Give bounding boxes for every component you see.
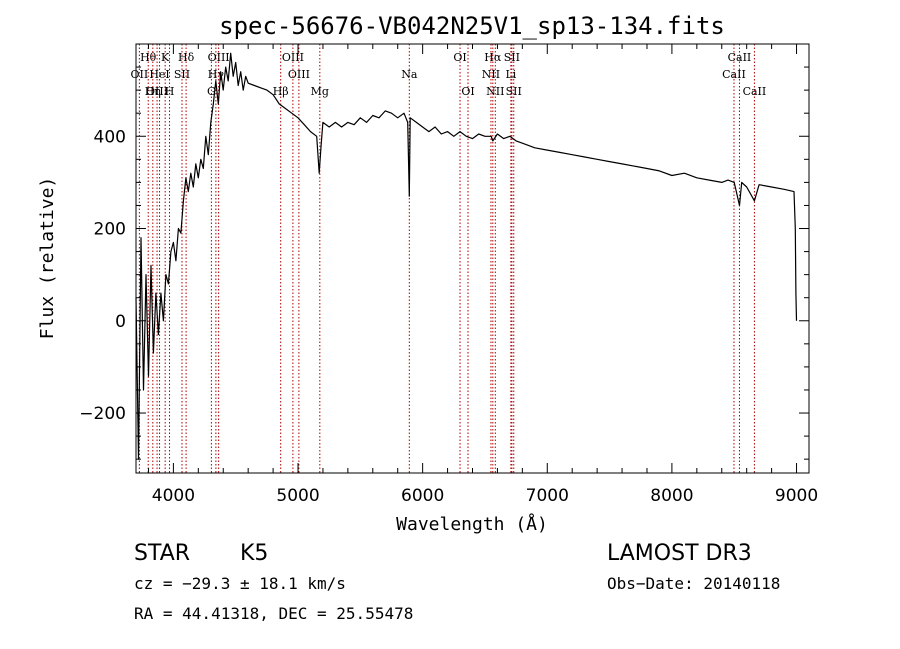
spectral-line-label: SII: [174, 68, 190, 81]
x-axis: 4000 5000 6000 7000 8000 9000: [147, 44, 818, 506]
spectral-line-label: CaII: [728, 51, 752, 64]
spectral-line-label: OIII: [208, 51, 230, 64]
x-tick-label: 8000: [650, 486, 693, 506]
y-tick-label: 0: [115, 312, 126, 332]
object-class: STAR: [134, 541, 190, 566]
spectral-line-label: G: [207, 85, 216, 98]
spectral-line-label: CaII: [743, 85, 767, 98]
y-axis: −200 0 200 400: [79, 43, 809, 460]
y-tick-label: 200: [94, 220, 126, 240]
spectral-line-label: CaII: [722, 68, 746, 81]
x-tick-label: 5000: [276, 486, 319, 506]
spectral-line-label: OI: [461, 85, 474, 98]
spectral-line-labels: HθOIIOIIIHηHeIKHSIIHδGOIIIHγHβOIIIOIIIMg…: [131, 51, 767, 98]
series-layer: [135, 52, 798, 460]
chart-title: spec-56676-VB042N25V1_sp13-134.fits: [219, 12, 725, 40]
spectral-line-label: SII: [506, 85, 522, 98]
x-tick-label: 9000: [775, 486, 818, 506]
spectral-line-label: Hβ: [273, 85, 289, 98]
spectral-line-label: Hθ: [140, 51, 157, 64]
spectral-line-label: Na: [401, 68, 418, 81]
survey-name: LAMOST DR3: [607, 541, 752, 566]
spectral-line-label: K: [161, 51, 170, 64]
spectral-line-label: Hα: [484, 51, 502, 64]
spectral-line-label: OIII: [146, 85, 168, 98]
plot-frame: [135, 43, 810, 474]
spectral-lines-layer: [138, 44, 755, 473]
y-tick-label: 400: [94, 127, 126, 147]
redshift-cz: cz = −29.3 ± 18.1 km/s: [134, 574, 346, 593]
observation-date: Obs−Date: 20140118: [607, 574, 780, 593]
spectral-line-label: Hδ: [178, 51, 195, 64]
spectral-line-label: OI: [453, 51, 466, 64]
object-subclass: K5: [240, 541, 268, 566]
y-axis-label: Flux (relative): [37, 177, 58, 340]
y-tick-label: −200: [79, 404, 126, 424]
spectral-line-label: NII: [482, 68, 500, 81]
x-tick-label: 4000: [152, 486, 195, 506]
spectrum-line: [135, 52, 798, 460]
x-axis-label: Wavelength (Å): [396, 513, 548, 535]
spectral-line-label: SII: [504, 51, 520, 64]
spectral-line-label: OIII: [288, 68, 310, 81]
ra-dec: RA = 44.41318, DEC = 25.55478: [134, 604, 413, 623]
x-tick-label: 7000: [526, 486, 569, 506]
spectral-line-label: Mg: [311, 85, 329, 98]
x-tick-label: 6000: [401, 486, 444, 506]
spectral-line-label: OIII: [282, 51, 304, 64]
spectral-line-label: NII: [486, 85, 504, 98]
spectral-line-label: H: [165, 85, 175, 98]
spectral-line-label: Hη: [145, 85, 161, 98]
spectral-line-label: Li: [505, 68, 516, 81]
spectral-line-label: HeI: [149, 68, 169, 81]
spectral-line-label: OII: [131, 68, 149, 81]
